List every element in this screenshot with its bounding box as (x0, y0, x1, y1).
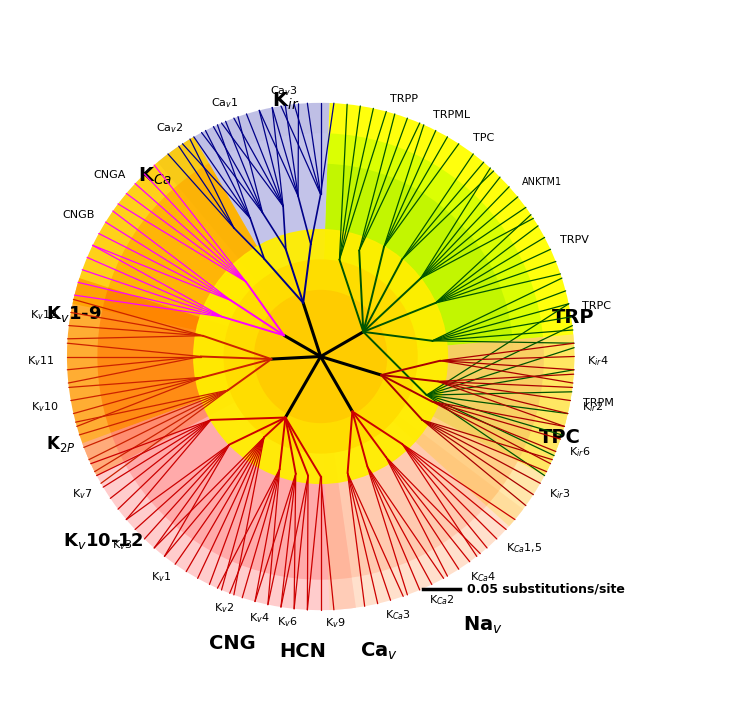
Text: K$_{ir}$6: K$_{ir}$6 (569, 445, 590, 459)
Wedge shape (97, 287, 320, 461)
Wedge shape (72, 137, 320, 356)
Text: TRPM: TRPM (583, 398, 614, 408)
Text: K$_{ir}$2: K$_{ir}$2 (582, 401, 603, 414)
Text: Ca$_v$1: Ca$_v$1 (211, 96, 238, 110)
Text: CNGA: CNGA (93, 170, 126, 180)
Text: CNG: CNG (209, 634, 256, 653)
Wedge shape (177, 133, 329, 356)
Circle shape (255, 290, 387, 423)
Wedge shape (67, 278, 320, 476)
Wedge shape (320, 103, 575, 476)
Text: HCN: HCN (280, 642, 326, 660)
Wedge shape (111, 356, 351, 580)
Wedge shape (320, 133, 544, 461)
Wedge shape (320, 164, 513, 447)
Wedge shape (82, 356, 356, 610)
Wedge shape (103, 163, 320, 356)
Circle shape (224, 260, 417, 453)
Text: ANKTM1: ANKTM1 (522, 177, 562, 187)
Wedge shape (158, 103, 329, 356)
Text: K$_{Ca}$2: K$_{Ca}$2 (429, 593, 455, 607)
Text: K$_{Ca}$1,5: K$_{Ca}$1,5 (506, 541, 542, 555)
Text: K$_v$2: K$_v$2 (213, 602, 234, 615)
Text: K$_v$12: K$_v$12 (30, 308, 57, 322)
Text: K$_{ir}$4: K$_{ir}$4 (587, 354, 608, 368)
Text: K$_v$1: K$_v$1 (152, 570, 172, 584)
Text: Na$_v$: Na$_v$ (463, 615, 503, 636)
Text: TRPML: TRPML (434, 110, 470, 120)
Text: TRP: TRP (552, 308, 594, 327)
Text: K$_{Ca}$3: K$_{Ca}$3 (385, 608, 411, 622)
Text: K$_{ir}$: K$_{ir}$ (271, 91, 299, 112)
Circle shape (194, 230, 447, 483)
Wedge shape (320, 334, 575, 526)
Text: K$_v$10: K$_v$10 (32, 401, 59, 414)
Text: Ca$_v$3: Ca$_v$3 (270, 84, 297, 98)
Text: CNGB: CNGB (63, 210, 95, 220)
Text: K$_{2P}$: K$_{2P}$ (46, 434, 75, 454)
Text: 0.05 substitutions/site: 0.05 substitutions/site (467, 583, 625, 595)
Wedge shape (320, 356, 523, 610)
Text: K$_v$9: K$_v$9 (325, 616, 346, 630)
Wedge shape (320, 337, 544, 506)
Text: K$_v$10-12: K$_v$10-12 (63, 531, 143, 551)
Text: K$_v$11: K$_v$11 (27, 354, 54, 368)
Text: K$_v$7: K$_v$7 (72, 487, 92, 501)
Text: TPC: TPC (474, 133, 495, 143)
Text: Ca$_v$2: Ca$_v$2 (156, 121, 183, 135)
Wedge shape (320, 356, 499, 580)
Text: TRPP: TRPP (390, 94, 418, 104)
Text: K$_v$6: K$_v$6 (277, 615, 297, 629)
Text: K$_v$1-9: K$_v$1-9 (46, 304, 101, 324)
Text: K$_{ir}$3: K$_{ir}$3 (549, 487, 570, 501)
Text: K$_v$4: K$_v$4 (249, 611, 270, 625)
Text: TRPV: TRPV (560, 235, 589, 245)
Text: TPC: TPC (539, 428, 581, 447)
Text: K$_{Ca}$: K$_{Ca}$ (138, 166, 172, 188)
Text: K$_v$3: K$_v$3 (112, 538, 132, 552)
Text: K$_{Ca}$4: K$_{Ca}$4 (470, 570, 496, 584)
Text: Ca$_v$: Ca$_v$ (360, 640, 398, 662)
Text: TRPC: TRPC (582, 301, 611, 311)
